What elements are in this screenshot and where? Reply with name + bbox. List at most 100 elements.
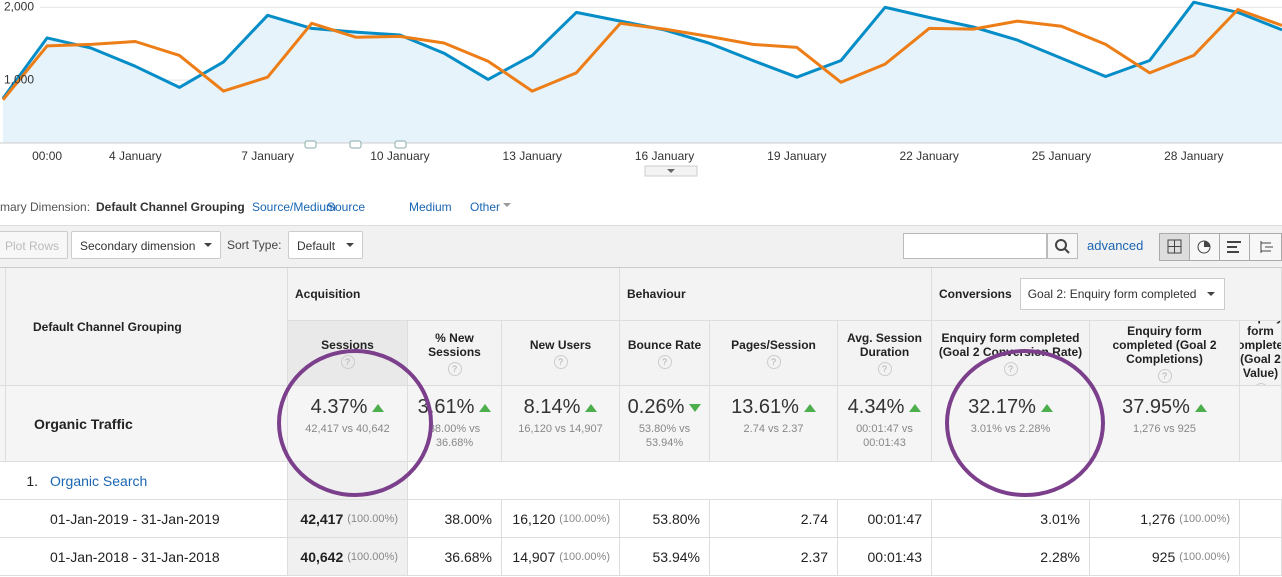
cell-value: 1,276 bbox=[1140, 510, 1176, 527]
summary-compare: 00:01:47 vs 00:01:43 bbox=[856, 423, 913, 449]
data-cell: 1,276 (100.00%) bbox=[1090, 500, 1240, 538]
summary-change: 13.61% bbox=[731, 396, 799, 418]
column-title: Enquiry form completed (Goal 2 Completio… bbox=[1112, 323, 1217, 366]
summary-change: 8.14% bbox=[523, 396, 581, 418]
dimension-label: mary Dimension: bbox=[0, 200, 91, 214]
cell-share: (100.00%) bbox=[347, 512, 398, 525]
sort-type-label: Sort Type: bbox=[227, 238, 282, 252]
data-cell: 16,120 (100.00%) bbox=[502, 500, 620, 538]
group-header: Acquisition bbox=[288, 268, 620, 321]
dimension-option[interactable]: Source/Medium bbox=[252, 200, 337, 214]
dimension-option[interactable]: Source bbox=[327, 200, 366, 214]
cell-share: (100.00%) bbox=[347, 550, 398, 563]
cell-value: 16,120 bbox=[512, 510, 556, 527]
data-cell: 3.01% bbox=[932, 500, 1090, 538]
summary-compare: 3.01% vs 2.28% bbox=[970, 423, 1051, 435]
data-cell: 38.00% bbox=[408, 500, 502, 538]
dropdown-caret bbox=[346, 243, 354, 251]
help-icon: ? bbox=[340, 354, 355, 369]
header-corner bbox=[0, 268, 6, 386]
summary-change-line: 13.61% bbox=[731, 396, 816, 419]
summary-compare: 16,120 vs 14,907 bbox=[518, 423, 603, 435]
y-tick-label: 2,000 bbox=[4, 0, 34, 13]
trend-arrow bbox=[803, 403, 816, 412]
row-label: 01-Jan-2018 - 31-Jan-2018 bbox=[0, 538, 288, 576]
summary-change-line: 3.61% bbox=[418, 396, 492, 419]
column-title: Avg. Session Duration bbox=[847, 330, 922, 359]
series-area bbox=[3, 2, 1282, 143]
summary-corner bbox=[0, 386, 6, 462]
summary-cell: 13.61% 2.74 vs 2.37 bbox=[710, 386, 838, 462]
summary-change-line: 32.17% bbox=[968, 396, 1053, 419]
summary-change: 4.34% bbox=[847, 396, 905, 418]
x-tick-label: 13 January bbox=[503, 149, 562, 163]
x-tick-label: 4 January bbox=[109, 149, 162, 163]
cell-share: (100.00%) bbox=[559, 512, 610, 525]
cell-value: 00:01:43 bbox=[867, 548, 923, 565]
search-input[interactable] bbox=[903, 233, 1047, 259]
secondary-dimension-button[interactable]: Secondary dimension bbox=[71, 231, 221, 259]
plot-rows-button[interactable]: Plot Rows bbox=[0, 231, 69, 259]
dimension-option[interactable]: Other bbox=[470, 200, 501, 214]
summary-change: 32.17% bbox=[968, 396, 1036, 418]
cell-share: (100.00%) bbox=[1179, 512, 1230, 525]
summary-change-line: 0.26% bbox=[628, 396, 702, 419]
series-line bbox=[1, 8, 1282, 101]
data-cell: 925 (100.00%) bbox=[1090, 538, 1240, 576]
summary-cell: 8.14% 16,120 vs 14,907 bbox=[502, 386, 620, 462]
summary-compare: 1,276 vs 925 bbox=[1133, 423, 1196, 435]
summary-label: Organic Traffic bbox=[6, 386, 288, 462]
column-header: Bounce Rate? bbox=[620, 321, 710, 386]
search-icon bbox=[1055, 239, 1070, 254]
active-dimension: Default Channel Grouping bbox=[96, 200, 245, 214]
cell-share: (100.00%) bbox=[559, 550, 610, 563]
dropdown-caret bbox=[503, 203, 511, 211]
x-tick-label: 7 January bbox=[241, 149, 294, 163]
help-icon: ? bbox=[657, 354, 672, 369]
data-cell: 00:01:47 bbox=[838, 500, 932, 538]
data-cell: 42,417 (100.00%) bbox=[288, 500, 408, 538]
summary-change: 0.26% bbox=[627, 396, 685, 418]
trend-arrow bbox=[1194, 403, 1207, 412]
summary-cell: 0.26% 53.80% vs 53.94% bbox=[620, 386, 710, 462]
column-title: Enquiry form completed (Goal 2 Conversio… bbox=[938, 330, 1083, 359]
row-label-text: 01-Jan-2019 - 31-Jan-2019 bbox=[50, 510, 220, 527]
cell-value: 925 bbox=[1151, 548, 1176, 565]
data-cell: 2.74 bbox=[710, 500, 838, 538]
data-cell: 00:01:43 bbox=[838, 538, 932, 576]
cell-value: 2.74 bbox=[800, 510, 828, 527]
cell-value: 3.01% bbox=[1040, 510, 1080, 527]
summary-compare: 42,417 vs 40,642 bbox=[305, 423, 390, 435]
summary-change-line: 4.34% bbox=[848, 396, 922, 419]
row-index: 1. bbox=[26, 472, 38, 489]
trend-arrow bbox=[479, 403, 492, 412]
summary-cell: 4.37% 42,417 vs 40,642 bbox=[288, 386, 408, 462]
summary-change: 37.95% bbox=[1122, 396, 1190, 418]
x-tick-label: 00:00 bbox=[32, 149, 62, 163]
column-header: Avg. Session Duration? bbox=[838, 321, 932, 386]
dimension-option[interactable]: Medium bbox=[409, 200, 452, 214]
trend-arrow bbox=[372, 403, 385, 412]
advanced-link[interactable]: advanced bbox=[1087, 238, 1144, 253]
cell-value: 2.28% bbox=[1040, 548, 1080, 565]
group-row: 1. Organic Search bbox=[0, 462, 288, 500]
view-switcher[interactable] bbox=[1159, 233, 1282, 261]
search-button[interactable] bbox=[1047, 233, 1078, 259]
group-label: Acquisition bbox=[295, 287, 361, 301]
column-title: Pages/Session bbox=[731, 337, 816, 352]
column-title: Enquiry form completed (Goal 2 Value) bbox=[1240, 321, 1281, 380]
column-title: Bounce Rate bbox=[627, 337, 702, 352]
summary-cell: 32.17% 3.01% vs 2.28% bbox=[932, 386, 1090, 462]
trend-arrow bbox=[1040, 403, 1053, 412]
column-title: % New Sessions bbox=[428, 330, 481, 359]
x-tick-label: 22 January bbox=[899, 149, 958, 163]
cell-value: 38.00% bbox=[444, 510, 492, 527]
data-cell: 40,642 (100.00%) bbox=[288, 538, 408, 576]
column-header: Sessions? bbox=[288, 321, 408, 386]
collapse-arrow bbox=[667, 169, 675, 173]
cell-share: (100.00%) bbox=[1179, 550, 1230, 563]
cell-value: 42,417 bbox=[300, 510, 344, 527]
summary-compare: 2.74 vs 2.37 bbox=[743, 423, 804, 435]
group-row-fill bbox=[408, 462, 1282, 500]
